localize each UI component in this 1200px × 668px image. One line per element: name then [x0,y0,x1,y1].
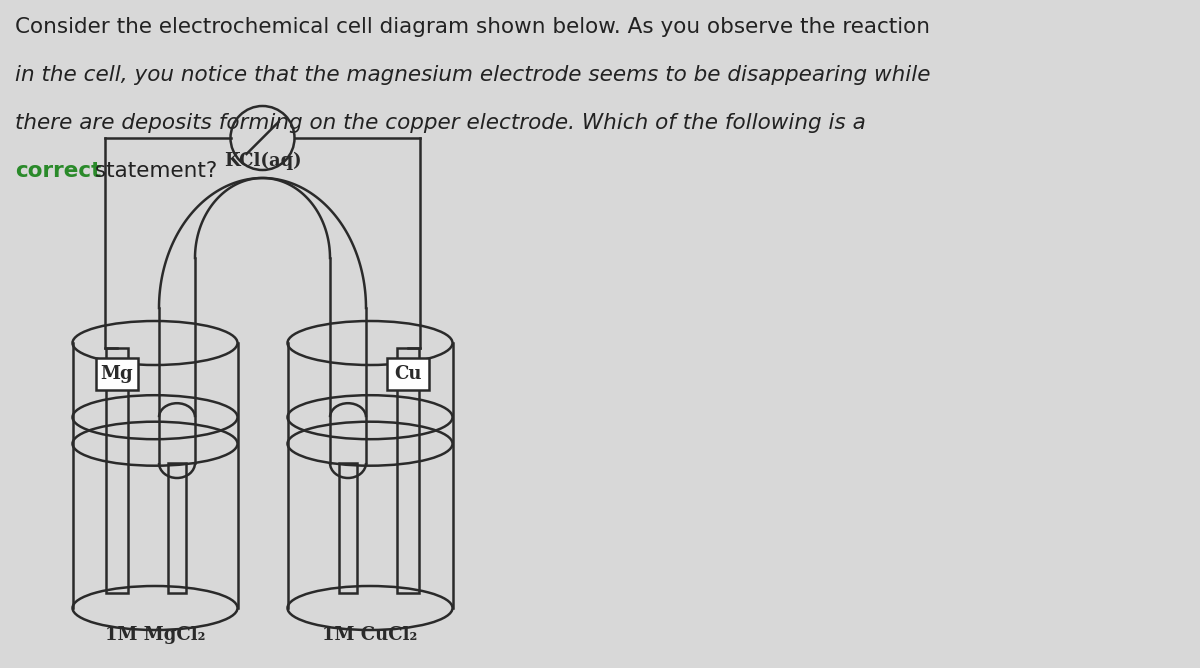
Text: Consider the electrochemical cell diagram shown below. As you observe the reacti: Consider the electrochemical cell diagra… [14,17,930,37]
Text: in the cell, you notice that the magnesium electrode seems to be disappearing wh: in the cell, you notice that the magnesi… [14,65,930,85]
Bar [397,348,419,593]
Text: there are deposits forming on the copper electrode. Which of the following is a: there are deposits forming on the copper… [14,113,865,133]
Text: Mg: Mg [101,365,133,383]
Bar [340,463,358,593]
Text: KCl(aq): KCl(aq) [223,152,301,170]
Bar [386,358,430,390]
Bar [106,348,128,593]
Text: statement?: statement? [88,161,217,181]
Text: Cu: Cu [395,365,421,383]
Bar [168,463,186,593]
Bar [96,358,138,390]
Text: correct: correct [14,161,101,181]
Text: 1M CuCl₂: 1M CuCl₂ [323,626,418,644]
Text: 1M MgCl₂: 1M MgCl₂ [104,626,205,644]
